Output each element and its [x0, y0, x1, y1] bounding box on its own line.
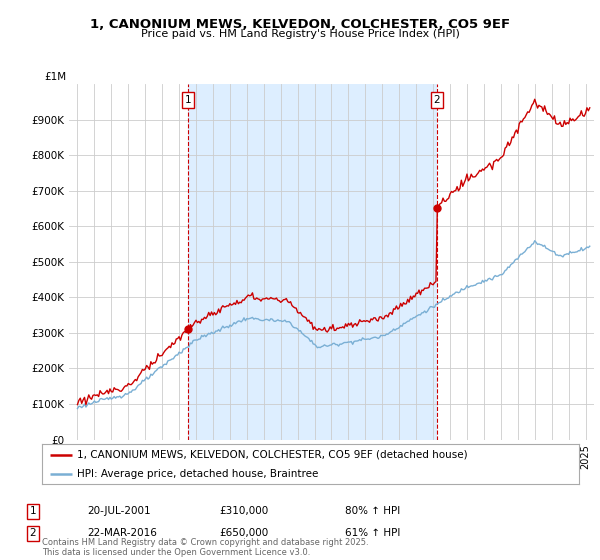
Text: HPI: Average price, detached house, Braintree: HPI: Average price, detached house, Brai… — [77, 469, 318, 479]
Text: Contains HM Land Registry data © Crown copyright and database right 2025.
This d: Contains HM Land Registry data © Crown c… — [42, 538, 368, 557]
Text: 61% ↑ HPI: 61% ↑ HPI — [345, 528, 400, 538]
Text: 22-MAR-2016: 22-MAR-2016 — [87, 528, 157, 538]
Text: 1, CANONIUM MEWS, KELVEDON, COLCHESTER, CO5 9EF: 1, CANONIUM MEWS, KELVEDON, COLCHESTER, … — [90, 18, 510, 31]
Text: 1: 1 — [29, 506, 37, 516]
Text: 1, CANONIUM MEWS, KELVEDON, COLCHESTER, CO5 9EF (detached house): 1, CANONIUM MEWS, KELVEDON, COLCHESTER, … — [77, 450, 467, 460]
Text: Price paid vs. HM Land Registry's House Price Index (HPI): Price paid vs. HM Land Registry's House … — [140, 29, 460, 39]
Text: £650,000: £650,000 — [219, 528, 268, 538]
Text: 2: 2 — [29, 528, 37, 538]
Text: £310,000: £310,000 — [219, 506, 268, 516]
Text: 80% ↑ HPI: 80% ↑ HPI — [345, 506, 400, 516]
Text: £1M: £1M — [44, 72, 67, 82]
Text: 1: 1 — [185, 95, 192, 105]
Text: 2: 2 — [434, 95, 440, 105]
Text: 20-JUL-2001: 20-JUL-2001 — [87, 506, 151, 516]
Bar — [188, 84, 437, 440]
